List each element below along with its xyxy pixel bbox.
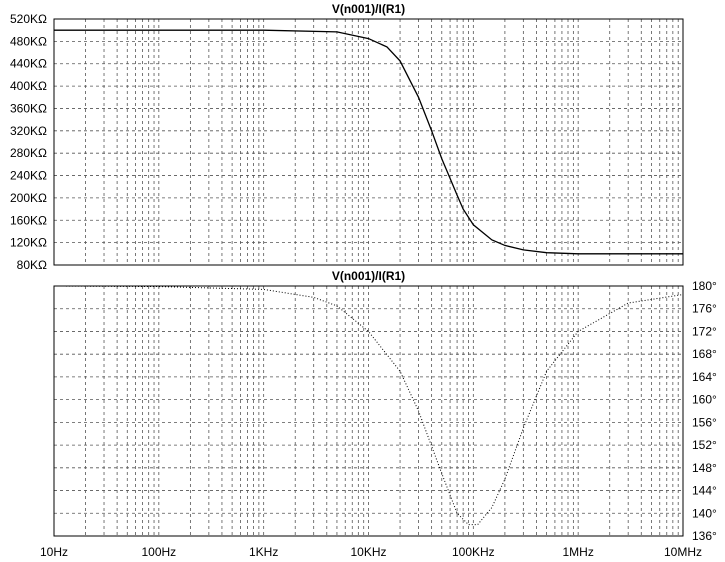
x-tick-label: 1MHz	[562, 545, 593, 559]
y-tick-label: 440KΩ	[10, 57, 47, 71]
x-tick-label: 10MHz	[664, 545, 702, 559]
x-tick-label: 100Hz	[141, 545, 176, 559]
y-tick-label: 156°	[692, 415, 717, 429]
y-tick-label: 160°	[692, 393, 717, 407]
phase-panel: V(n001)/I(R1) 136° 140° 144° 148° 152° 156° 16…	[53, 269, 717, 543]
y-tick-label: 172°	[692, 324, 717, 338]
phase-title: V(n001)/I(R1)	[332, 269, 405, 283]
y-tick-label: 164°	[692, 370, 717, 384]
y-tick-label: 148°	[692, 461, 717, 475]
x-tick-label: 10Hz	[40, 545, 68, 559]
magnitude-panel: V(n001)/I(R1) 80KΩ 120KΩ 160KΩ 200KΩ 240KΩ 28…	[10, 2, 684, 272]
y-tick-label: 120KΩ	[10, 236, 47, 250]
y-tick-label: 160KΩ	[10, 213, 47, 227]
magnitude-trace	[54, 29, 683, 255]
y-tick-label: 480KΩ	[10, 34, 47, 48]
y-tick-label: 520KΩ	[10, 12, 47, 26]
y-tick-label: 360KΩ	[10, 101, 47, 115]
magnitude-plot-frame	[53, 18, 684, 266]
y-tick-label: 320KΩ	[10, 124, 47, 138]
y-tick-label: 176°	[692, 302, 717, 316]
y-tick-label: 240KΩ	[10, 169, 47, 183]
y-tick-label: 180°	[692, 279, 717, 293]
y-tick-label: 400KΩ	[10, 79, 47, 93]
y-tick-label: 136°	[692, 529, 717, 543]
phase-trace	[53, 285, 684, 526]
y-tick-label: 168°	[692, 347, 717, 361]
y-tick-label: 80KΩ	[17, 258, 47, 272]
y-tick-label: 200KΩ	[10, 191, 47, 205]
x-axis-tick-labels: 10Hz 100Hz 1KHz 10KHz 100KHz 1MHz 10MHz	[40, 545, 702, 559]
x-tick-label: 100KHz	[452, 545, 495, 559]
x-tick-label: 10KHz	[350, 545, 386, 559]
y-tick-label: 140°	[692, 506, 717, 520]
phase-plot-frame	[53, 285, 684, 537]
y-tick-label: 152°	[692, 438, 717, 452]
y-tick-label: 144°	[692, 484, 717, 498]
y-tick-label: 280KΩ	[10, 146, 47, 160]
x-tick-label: 1KHz	[249, 545, 278, 559]
magnitude-title: V(n001)/I(R1)	[332, 2, 405, 16]
